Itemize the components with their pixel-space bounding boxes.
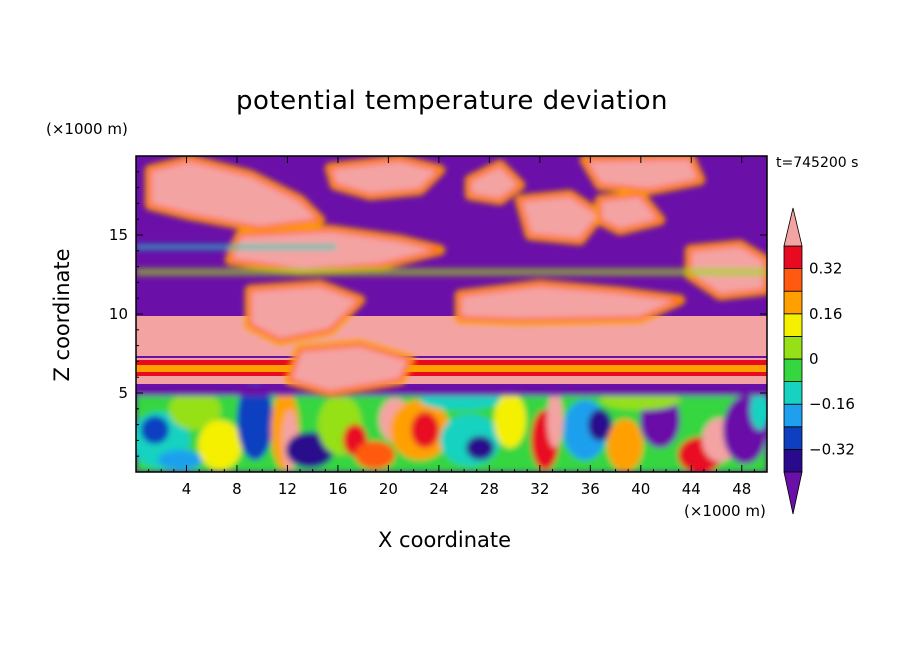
middle-layer	[136, 316, 767, 384]
pink-layer	[136, 316, 767, 360]
x-tick-label: 20	[379, 480, 398, 498]
x-tick-label: 32	[530, 480, 549, 498]
eddy	[607, 419, 643, 471]
eddy	[198, 420, 242, 470]
eddy	[547, 392, 563, 448]
x-tick-label: 44	[682, 480, 701, 498]
colorbar-extend-bottom	[783, 471, 803, 515]
colorbar-segment	[783, 290, 803, 315]
colorbar-segment	[783, 335, 803, 360]
colorbar-label: −0.16	[809, 395, 855, 413]
x-tick-label: 40	[631, 480, 650, 498]
green-streak	[136, 268, 767, 276]
x-axis-unit: (×1000 m)	[684, 502, 766, 520]
colorbar-segment	[783, 381, 803, 405]
upper-layer	[136, 156, 767, 397]
x-tick-label: 36	[581, 480, 600, 498]
colorbar-segment	[783, 313, 803, 337]
eddy	[355, 441, 395, 469]
eddy	[237, 380, 273, 460]
upper-blob	[468, 163, 522, 202]
heatmap-field	[136, 156, 767, 472]
y-tick-label: 15	[109, 226, 128, 244]
colorbar-segment	[783, 245, 803, 270]
time-label: t=745200 s	[776, 155, 859, 171]
eddy	[158, 450, 202, 470]
cyan-streak	[136, 244, 336, 250]
eddy	[169, 390, 221, 430]
red-stripe-low	[136, 372, 767, 376]
y-tick-label: 10	[109, 305, 128, 323]
eddy	[411, 412, 439, 448]
y-axis: 5 10 15	[109, 171, 767, 457]
x-tick-label: 28	[480, 480, 499, 498]
upper-blob	[288, 343, 412, 394]
colorbar-segment	[783, 403, 803, 428]
colorbar-label: −0.32	[809, 440, 855, 458]
upper-blob	[458, 283, 682, 322]
eddy	[588, 409, 612, 441]
x-axis: 4 8 12 16 20 24 28 32 36 40 44 48	[148, 156, 755, 498]
purple-line	[136, 356, 767, 358]
x-tick-label: 48	[732, 480, 751, 498]
upper-blob	[583, 156, 702, 192]
pink-layer-low	[136, 376, 767, 384]
x-tick-label: 8	[232, 480, 242, 498]
red-stripe	[136, 360, 767, 365]
colorbar-segment	[783, 448, 803, 473]
eddy	[466, 436, 494, 460]
upper-blob	[148, 158, 322, 230]
x-tick-label: 4	[182, 480, 192, 498]
colorbar-label: 0.16	[809, 305, 842, 323]
x-tick-label: 24	[429, 480, 448, 498]
lower-layer	[136, 380, 767, 472]
orange-stripe	[136, 365, 767, 372]
upper-blob	[328, 158, 442, 197]
chart-title: potential temperature deviation	[236, 86, 668, 116]
eddy	[494, 392, 526, 448]
upper-blob	[598, 193, 662, 232]
eddy	[141, 416, 169, 444]
y-tick-label: 5	[118, 384, 128, 402]
colorbar-segment	[783, 358, 803, 383]
colorbar-label: 0	[809, 350, 819, 368]
purple-band	[136, 384, 767, 396]
x-axis-title: X coordinate	[378, 528, 512, 552]
x-tick-label: 16	[328, 480, 347, 498]
upper-blob	[518, 193, 602, 242]
colorbar-segment	[783, 268, 803, 292]
colorbar-extend-top	[783, 207, 803, 247]
y-axis-unit: (×1000 m)	[46, 120, 128, 138]
colorbar-label: 0.32	[809, 260, 842, 278]
colorbar-segment	[783, 426, 803, 450]
x-tick-label: 12	[278, 480, 297, 498]
eddy	[750, 390, 767, 430]
colorbar: 0.32 0.16 0 −0.16 −0.32	[783, 207, 855, 515]
upper-blob	[248, 283, 362, 342]
